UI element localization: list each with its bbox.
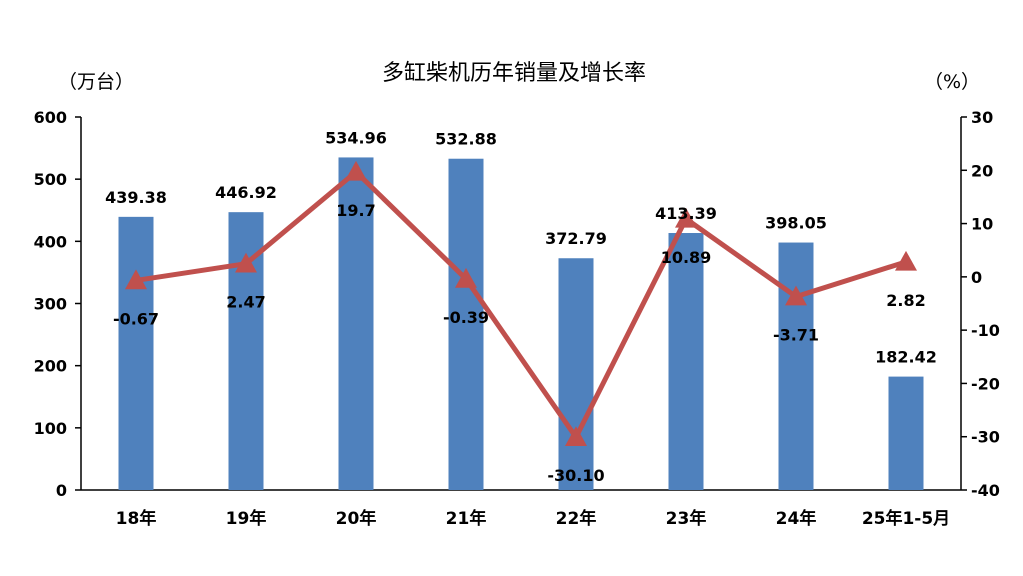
bar-value-label: 439.38 <box>105 188 167 207</box>
left-tick-label: 300 <box>34 295 67 314</box>
category-label: 25年1-5月 <box>862 508 950 529</box>
growth-rate-marker <box>235 252 257 273</box>
left-axis-unit: （万台） <box>58 71 134 93</box>
right-tick-label: 30 <box>971 108 993 127</box>
growth-rate-marker <box>455 267 477 288</box>
left-tick-label: 500 <box>34 170 67 189</box>
category-label: 22年 <box>556 508 597 529</box>
category-label: 20年 <box>336 508 377 529</box>
bar <box>888 376 924 490</box>
category-label: 23年 <box>666 508 707 529</box>
left-tick-label: 600 <box>34 108 67 127</box>
right-tick-label: -20 <box>971 374 1000 393</box>
growth-rate-marker <box>125 269 147 290</box>
left-tick-label: 100 <box>34 419 67 438</box>
bar-series <box>118 157 924 491</box>
bar-value-label: 413.39 <box>655 204 717 223</box>
right-tick-label: -30 <box>971 428 1000 447</box>
bar <box>448 158 484 491</box>
bar-value-label: 182.42 <box>875 348 937 367</box>
growth-rate-marker <box>895 250 917 271</box>
bar-value-label: 532.88 <box>435 130 497 149</box>
growth-rate-series <box>125 160 917 447</box>
left-tick-label: 200 <box>34 357 67 376</box>
bar-value-label: 398.05 <box>765 214 827 233</box>
left-tick-label: 400 <box>34 232 67 251</box>
bar <box>558 258 594 490</box>
axes: 0 100 200 300 400 500 600 -40 -30 -20 -10 0 10 20 30 18… <box>34 108 1000 529</box>
left-tick-label: 0 <box>56 481 67 500</box>
growth-rate-label: -30.10 <box>547 466 604 485</box>
growth-rate-line <box>135 169 907 440</box>
bar-value-label: 534.96 <box>325 128 387 147</box>
category-label: 18年 <box>116 508 157 529</box>
growth-rate-label: 2.47 <box>226 293 265 312</box>
bar <box>338 157 374 490</box>
growth-rate-label: -0.39 <box>443 308 489 327</box>
bar-value-label: 446.92 <box>215 183 277 202</box>
category-label: 19年 <box>226 508 267 529</box>
category-label: 24年 <box>776 508 817 529</box>
right-axis-unit: （%） <box>924 71 980 93</box>
right-tick-label: -10 <box>971 321 1000 340</box>
bar <box>778 242 814 490</box>
growth-rate-label: 2.82 <box>886 291 925 310</box>
growth-rate-marker <box>785 285 807 306</box>
growth-rate-marker <box>345 160 367 181</box>
chart-title: 多缸柴机历年销量及增长率 <box>382 61 646 86</box>
bar <box>118 216 154 490</box>
data-labels: 439.38 446.92 534.96 532.88 372.79 413.39 398.… <box>105 128 937 485</box>
bar-value-label: 372.79 <box>545 229 607 248</box>
growth-rate-label: 19.7 <box>336 201 375 220</box>
growth-rate-label: 10.89 <box>661 248 712 267</box>
growth-rate-marker <box>565 426 587 447</box>
category-label: 21年 <box>446 508 487 529</box>
growth-rate-label: -0.67 <box>113 309 159 328</box>
right-tick-label: 10 <box>971 215 993 234</box>
growth-rate-marker <box>675 207 697 228</box>
right-tick-label: -40 <box>971 481 1000 500</box>
right-tick-label: 0 <box>971 268 982 287</box>
bar <box>668 233 704 490</box>
growth-rate-label: -3.71 <box>773 326 819 345</box>
right-tick-label: 20 <box>971 161 993 180</box>
